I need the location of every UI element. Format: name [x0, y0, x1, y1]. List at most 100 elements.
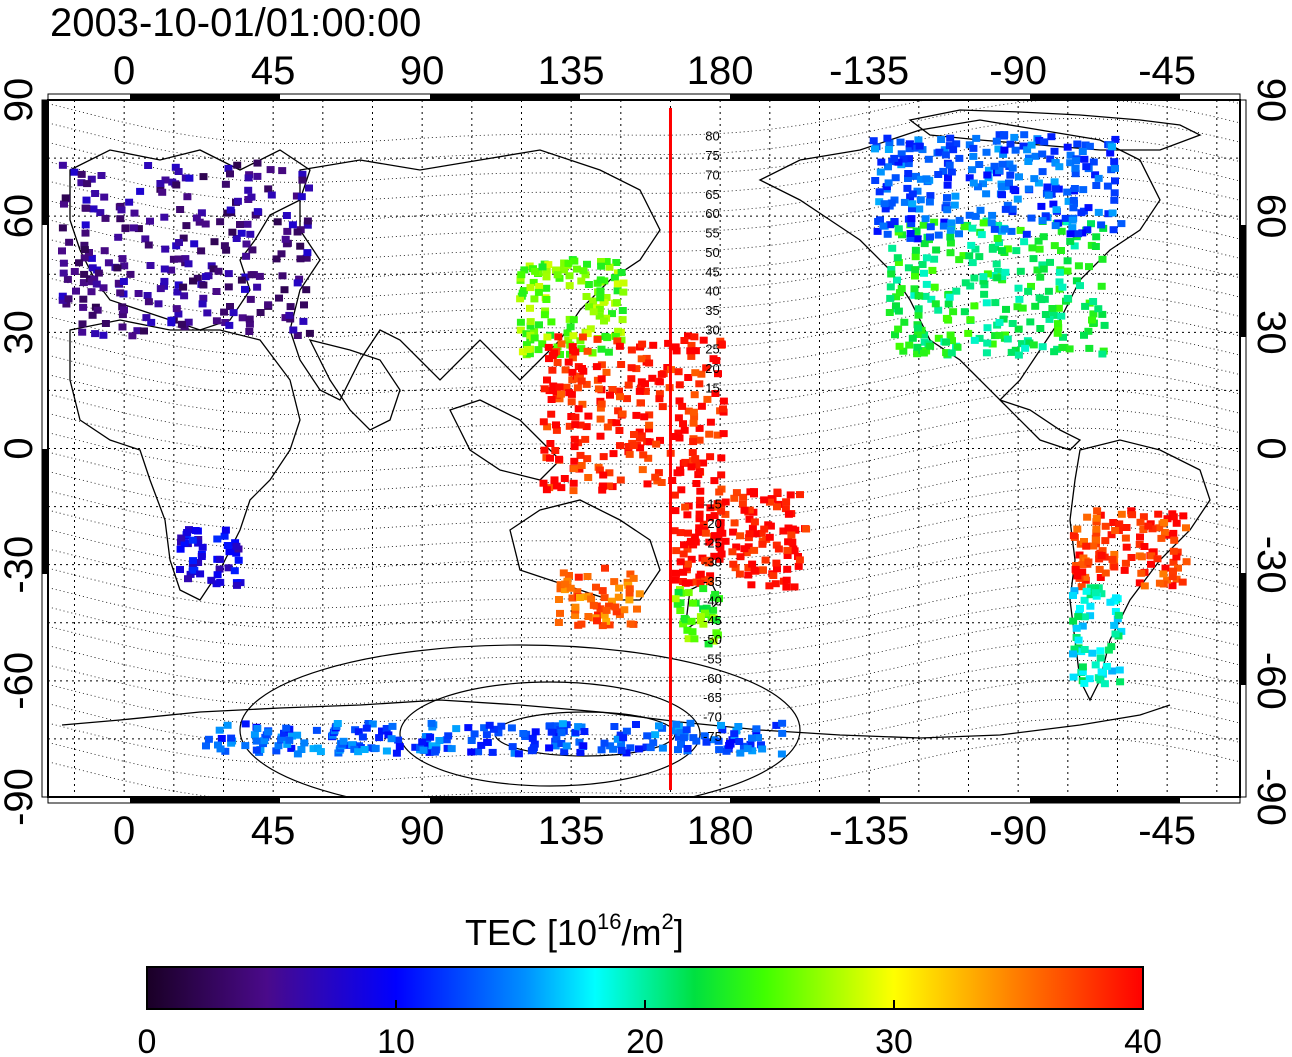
tec-cell: [603, 423, 612, 431]
tec-cell: [618, 307, 627, 314]
tec-cell: [530, 328, 539, 336]
tec-cell: [965, 174, 974, 182]
tec-cell: [216, 218, 225, 226]
tec-cell: [560, 259, 569, 267]
tec-cell: [1111, 164, 1119, 172]
tec-cell: [267, 191, 276, 199]
contour-line: [48, 505, 1240, 570]
tec-cell: [689, 408, 698, 416]
tec-cell: [117, 206, 126, 214]
tec-cell: [288, 732, 297, 740]
tec-cell: [748, 747, 757, 755]
tec-cell: [596, 276, 605, 284]
tec-cell: [1178, 578, 1187, 586]
tec-cell: [1074, 636, 1083, 644]
tec-cell: [568, 354, 577, 362]
tec-cell: [955, 216, 964, 224]
tec-cell: [715, 555, 724, 563]
tec-cell: [213, 571, 222, 579]
tec-cell: [146, 217, 154, 225]
tec-cell: [696, 613, 705, 621]
tec-cell: [1022, 230, 1031, 238]
tec-cell: [975, 161, 984, 168]
tec-cell: [1019, 142, 1028, 150]
tec-cell: [303, 217, 312, 225]
tec-cell: [292, 192, 301, 200]
tec-cell: [232, 542, 241, 550]
tec-cell: [570, 465, 579, 473]
tec-cell: [691, 455, 700, 463]
tec-cell: [595, 305, 604, 313]
contour-label: 55: [705, 226, 719, 241]
tec-cell: [748, 560, 757, 568]
tec-cell: [1024, 185, 1033, 193]
tec-cell: [751, 530, 760, 538]
tec-cell: [1041, 311, 1050, 318]
tec-cell: [975, 334, 984, 342]
tec-cell: [735, 570, 744, 578]
tec-cell: [684, 589, 693, 597]
tec-cell: [905, 140, 914, 148]
tec-cell: [179, 234, 188, 242]
tec-cell: [687, 352, 696, 360]
tec-cell: [758, 540, 767, 548]
tec-cell: [1039, 233, 1048, 241]
tec-cell: [82, 204, 91, 212]
tec-cell: [545, 722, 554, 730]
tec-cell: [1170, 536, 1179, 544]
tec-cell: [679, 734, 688, 742]
tec-cell: [118, 323, 127, 331]
left-lat-label: 60: [0, 194, 41, 239]
tec-cell: [600, 739, 609, 747]
tec-cell: [1081, 141, 1090, 149]
tec-cell: [681, 458, 690, 466]
tec-cell: [905, 341, 914, 349]
tec-cell: [643, 732, 652, 740]
tec-cell: [272, 747, 281, 755]
tec-cell: [561, 580, 570, 588]
tec-cell: [605, 482, 613, 490]
tec-cell: [734, 723, 743, 730]
tec-cell: [626, 744, 635, 752]
tec-cell: [790, 583, 799, 591]
tec-cell: [566, 584, 575, 592]
tec-cell: [1110, 550, 1119, 558]
tec-cell: [750, 566, 759, 574]
tec-cell: [553, 271, 562, 279]
tec-cell: [1121, 534, 1130, 542]
tec-cell: [561, 366, 570, 374]
left-lat-label: -30: [0, 536, 41, 594]
tec-cell: [635, 387, 644, 395]
tec-cell: [280, 729, 288, 737]
tec-cell: [1027, 214, 1036, 222]
tec-cell: [221, 319, 230, 326]
tec-cell: [1079, 186, 1088, 194]
tec-cell: [926, 233, 934, 241]
tec-cell: [617, 740, 626, 748]
tec-cell: [1063, 294, 1072, 302]
tec-cell: [563, 329, 572, 337]
contour-label: -45: [703, 613, 722, 628]
tec-cell: [960, 308, 969, 316]
tec-cell: [596, 294, 605, 302]
tec-cell: [214, 741, 222, 749]
tec-cell: [610, 723, 619, 730]
tec-cell: [701, 576, 710, 584]
tec-cell: [990, 162, 999, 170]
tec-cell: [194, 559, 203, 566]
tec-cell: [560, 586, 569, 594]
tec-cell: [516, 318, 525, 326]
tec-cell: [1095, 565, 1104, 573]
tec-cell: [1064, 197, 1073, 205]
tec-cell: [1127, 554, 1136, 561]
tec-cell: [552, 392, 561, 399]
tec-cell: [562, 383, 571, 391]
tec-cell: [648, 374, 657, 382]
tec-cell: [198, 543, 207, 551]
tec-cell: [931, 300, 940, 308]
tec-cell: [913, 235, 922, 243]
tec-cell: [879, 222, 888, 230]
tec-cell: [746, 488, 755, 496]
tec-cell: [748, 524, 757, 532]
tec-cell: [224, 164, 233, 172]
